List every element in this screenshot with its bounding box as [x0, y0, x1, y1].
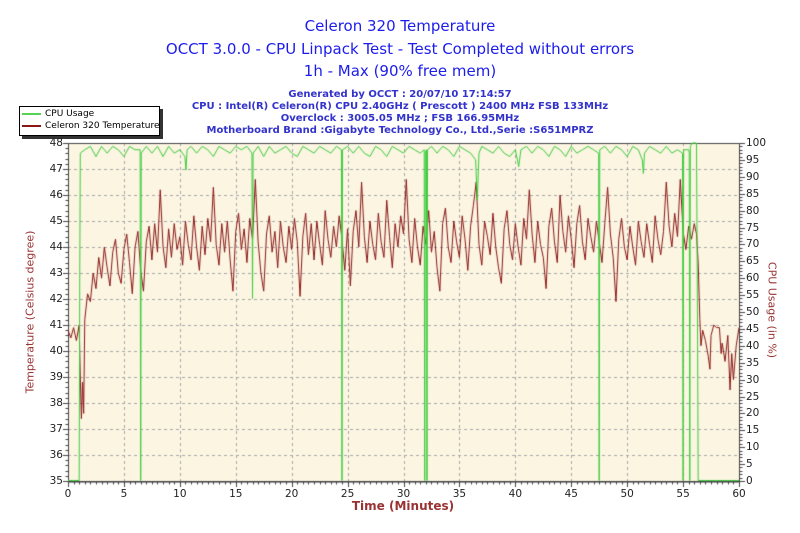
y-right-tick-label: 80: [746, 204, 760, 217]
y-right-tick-label: 75: [746, 221, 760, 234]
y-right-tick-label: 65: [746, 255, 760, 268]
y-left-tick-label: 35: [49, 475, 63, 487]
y-right-tick-label: 5: [746, 458, 753, 471]
y-right-tick-label: 45: [746, 322, 760, 335]
y-right-tick-label: 70: [746, 238, 760, 251]
y-right-tick-label: 10: [746, 441, 760, 454]
y-left-tick-label: 41: [49, 319, 63, 331]
x-tick-label: 30: [396, 488, 411, 500]
x-axis-title: Time (Minutes): [351, 499, 455, 513]
y-left-tick-label: 44: [49, 241, 63, 253]
y-right-tick-label: 85: [746, 187, 760, 200]
y-right-tick-label: 100: [746, 137, 767, 149]
x-tick-label: 25: [340, 488, 355, 500]
x-tick-label: 15: [229, 488, 243, 500]
y-left-tick-label: 46: [49, 189, 63, 201]
y-right-tick-label: 20: [746, 407, 760, 420]
left-axis-title: Temperature (Celsius degree): [23, 230, 37, 394]
x-tick-label: 45: [564, 488, 578, 500]
y-left-tick-label: 40: [49, 345, 63, 357]
y-right-tick-label: 40: [746, 339, 760, 352]
x-tick-label: 10: [173, 488, 187, 500]
y-right-tick-label: 60: [746, 272, 760, 285]
right-axis-title: CPU Usage (in %): [765, 261, 779, 359]
x-tick-label: 35: [452, 488, 467, 500]
y-right-tick-label: 0: [746, 475, 753, 487]
y-right-tick-label: 35: [746, 356, 760, 369]
x-tick-label: 0: [64, 488, 72, 500]
y-right-tick-label: 25: [746, 390, 760, 403]
x-tick-label: 40: [508, 488, 523, 500]
y-right-tick-label: 90: [746, 170, 760, 183]
y-left-tick-label: 37: [49, 423, 63, 435]
y-right-tick-label: 15: [746, 424, 760, 437]
x-tick-label: 50: [620, 488, 634, 500]
y-left-tick-label: 36: [49, 449, 63, 461]
y-right-tick-label: 30: [746, 373, 760, 386]
x-tick-label: 55: [676, 488, 690, 500]
y-left-tick-label: 43: [49, 267, 63, 279]
y-left-tick-label: 39: [49, 371, 63, 383]
x-tick-label: 20: [284, 488, 299, 500]
y-left-tick-label: 45: [49, 215, 63, 227]
x-tick-label: 60: [732, 488, 746, 500]
y-right-tick-label: 95: [746, 153, 760, 166]
y-left-tick-label: 48: [49, 137, 63, 149]
y-left-tick-label: 42: [49, 293, 63, 305]
y-right-tick-label: 55: [746, 289, 760, 302]
y-left-tick-label: 47: [49, 163, 63, 175]
y-left-tick-label: 38: [49, 397, 63, 409]
x-tick-label: 5: [120, 488, 128, 500]
y-right-tick-label: 50: [746, 306, 760, 318]
